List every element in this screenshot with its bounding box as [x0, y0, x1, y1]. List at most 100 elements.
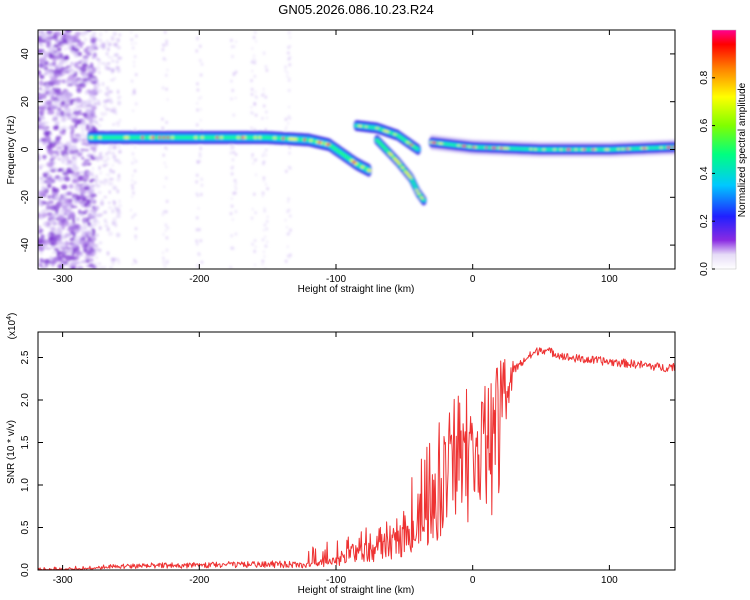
- spectrogram-speckle: [130, 79, 134, 83]
- spectrogram-speckle: [133, 91, 136, 95]
- spectrogram-speckle: [70, 113, 75, 117]
- spectrogram-band-cell: [672, 146, 675, 149]
- spectrogram-speckle: [90, 189, 95, 194]
- spectrogram-speckle: [106, 227, 110, 232]
- snr-ytick-label: 2.5: [20, 350, 31, 364]
- spectrogram-speckle: [161, 117, 164, 121]
- spectrogram-speckle: [39, 258, 44, 263]
- snr-scale-prefix: (x10: [7, 319, 18, 339]
- spectrogram-speckle: [133, 145, 137, 149]
- spectrogram-speckle: [86, 162, 92, 166]
- spectrogram-speckle: [57, 176, 65, 182]
- spectrogram-speckle: [38, 231, 43, 234]
- spectrogram-speckle: [67, 170, 74, 174]
- spectrogram-speckle: [54, 54, 61, 60]
- spectrogram-speckle: [116, 177, 121, 182]
- spectrogram-xtick-label: -100: [326, 274, 346, 285]
- snr-ytick-label: 1.0: [20, 478, 31, 492]
- spectrogram-band-cell: [408, 176, 413, 179]
- spectrogram-speckle: [107, 146, 113, 151]
- spectrogram-speckle: [234, 40, 238, 44]
- spectrogram-band-cell: [382, 147, 388, 150]
- spectrogram-speckle: [83, 248, 88, 251]
- spectrogram-speckle: [84, 209, 89, 213]
- spectrogram-speckle: [289, 253, 292, 257]
- spectrogram-speckle: [199, 44, 202, 48]
- spectrogram-ylabel: Frequency (Hz): [6, 116, 17, 185]
- spectrogram-speckle: [117, 259, 121, 265]
- spectrogram-speckle: [92, 114, 96, 118]
- spectrogram-speckle: [58, 72, 63, 77]
- spectrogram-speckle: [265, 148, 268, 152]
- spectrogram-speckle: [198, 159, 202, 163]
- spectrogram-speckle: [135, 102, 138, 106]
- spectrogram-speckle: [64, 254, 73, 262]
- spectrogram-speckle: [81, 138, 87, 142]
- spectrogram-speckle: [39, 178, 46, 185]
- spectrogram-speckle: [102, 155, 106, 159]
- spectrogram-speckle: [234, 187, 238, 191]
- spectrogram-speckle: [135, 73, 138, 77]
- spectrogram-speckle: [105, 30, 108, 33]
- spectrogram-speckle: [285, 125, 288, 129]
- colorbar-tick-label: 0.4: [699, 166, 710, 180]
- spectrogram-speckle: [166, 68, 169, 72]
- snr-ytick-label: 0.5: [20, 520, 31, 534]
- spectrogram-speckle: [113, 206, 118, 209]
- spectrogram-speckle: [96, 37, 100, 42]
- spectrogram-speckle: [89, 107, 94, 111]
- spectrogram-speckle: [234, 191, 237, 195]
- spectrogram-speckle: [78, 175, 85, 182]
- snr-frame: [37, 331, 676, 571]
- spectrogram-speckle: [105, 156, 110, 161]
- spectrogram-speckle: [288, 256, 291, 260]
- spectrogram-speckle: [129, 208, 133, 212]
- spectrogram-speckle: [109, 266, 113, 269]
- spectrogram-speckle: [261, 238, 265, 242]
- spectrogram-speckle: [284, 69, 287, 73]
- spectrogram-speckle: [162, 232, 165, 236]
- spectrogram-speckle: [131, 92, 134, 96]
- spectrogram-speckle: [97, 190, 103, 195]
- spectrogram-speckle: [118, 149, 122, 154]
- spectrogram-speckle: [98, 241, 103, 245]
- spectrogram-speckle: [48, 88, 53, 96]
- spectrogram-speckle: [195, 49, 198, 53]
- snr-scale-note: (x104): [6, 313, 18, 340]
- spectrogram-speckle: [199, 107, 203, 111]
- spectrogram-speckle: [78, 209, 82, 215]
- spectrogram-speckle: [100, 200, 104, 206]
- spectrogram-speckle: [86, 205, 93, 208]
- spectrogram-band-cell: [411, 182, 416, 185]
- spectrogram-speckle: [233, 179, 237, 183]
- spectrogram-speckle: [55, 235, 62, 242]
- spectrogram-speckle: [73, 223, 80, 228]
- spectrogram-speckle: [289, 44, 292, 48]
- spectrogram-speckle: [49, 169, 57, 173]
- spectrogram-speckle: [38, 30, 43, 36]
- spectrogram-speckle: [264, 128, 267, 132]
- spectrogram-speckle: [42, 141, 47, 146]
- spectrogram-speckle: [99, 171, 102, 175]
- spectrogram-speckle: [234, 153, 238, 157]
- spectrogram-speckle: [112, 154, 116, 160]
- spectrogram-speckle: [254, 90, 257, 94]
- spectrogram-speckle: [108, 206, 113, 210]
- colorbar-tick-label: 0.8: [699, 70, 710, 84]
- colorbar-gradient: [712, 30, 736, 269]
- spectrogram-band-cell: [409, 179, 415, 182]
- spectrogram-speckle: [82, 62, 88, 68]
- spectrogram-speckle: [70, 133, 74, 140]
- spectrogram-speckle: [64, 209, 72, 212]
- spectrogram-speckle: [85, 259, 90, 263]
- spectrogram-speckle: [86, 171, 90, 175]
- spectrogram-speckle: [90, 95, 95, 99]
- spectrogram-band-cell: [414, 147, 420, 150]
- spectrogram-speckle: [96, 233, 99, 237]
- spectrogram-speckle: [48, 236, 54, 242]
- spectrogram-speckle: [87, 65, 93, 69]
- spectrogram-speckle: [75, 251, 82, 256]
- spectrogram-speckle: [263, 209, 266, 213]
- spectrogram-speckle: [38, 48, 43, 54]
- spectrogram-speckle: [88, 190, 92, 194]
